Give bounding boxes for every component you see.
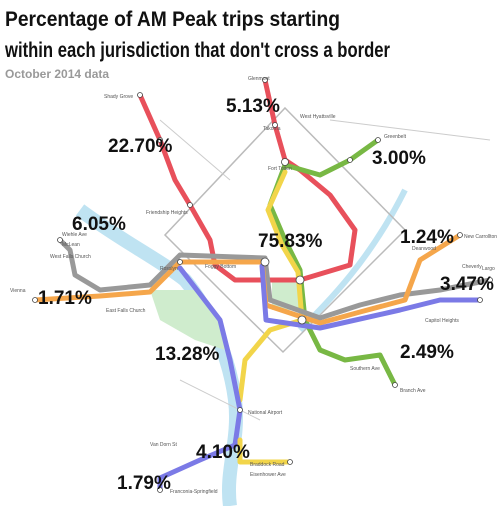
station-label: Braddock Road (250, 462, 285, 468)
station-label: West Falls Church (50, 254, 91, 260)
title: Percentage of AM Peak trips starting (5, 8, 340, 31)
percentage-label: 13.28% (155, 344, 220, 365)
percentage-label: 3.47% (440, 274, 494, 295)
percentage-label: 4.10% (196, 442, 250, 463)
percentage-label: 5.13% (226, 96, 280, 117)
station-label: Fort Totten (268, 166, 292, 172)
percentage-label: 1.71% (38, 288, 92, 309)
station-label: New Carrollton (464, 234, 497, 240)
station-label: Greenbelt (384, 134, 407, 140)
percentage-label: 6.05% (72, 214, 126, 235)
station-label: West Hyattsville (300, 114, 336, 120)
station-label: Friendship Heights (146, 210, 188, 216)
park (150, 290, 225, 350)
station-label: East Falls Church (106, 308, 146, 314)
station-label: Southern Ave (350, 366, 380, 372)
dc-border (163, 106, 407, 354)
station-label: Rosslyn (160, 266, 178, 272)
percentage-label: 75.83% (258, 231, 323, 252)
blue-line (259, 263, 483, 331)
percentage-label: 3.00% (372, 148, 426, 169)
stations (32, 77, 493, 493)
station-label: Franconia-Springfield (170, 489, 218, 495)
station-label: Vienna (10, 288, 26, 294)
yellow-line (237, 437, 293, 465)
blue-line (157, 265, 243, 493)
station-label: McLean (62, 242, 80, 248)
station-label: Largo (482, 266, 495, 272)
station-label: Shady Grove (104, 94, 133, 100)
station-label: Takoma (263, 126, 281, 132)
subtitle: October 2014 data (5, 67, 109, 81)
station-label: Glenmont (248, 76, 270, 82)
station-label: Foggy Bottom (205, 264, 236, 270)
station-label: Wiehle Ave (62, 232, 87, 238)
title: within each jurisdiction that don't cros… (4, 39, 390, 62)
station-label: Eisenhower Ave (250, 472, 286, 478)
green-line (267, 137, 398, 388)
station-label: Branch Ave (400, 388, 426, 394)
station-label: Deanwood (412, 246, 436, 252)
percentage-label: 22.70% (108, 136, 173, 157)
station-label: National Airport (248, 410, 283, 416)
percentage-label: 1.24% (400, 227, 454, 248)
station-label: Capitol Heights (425, 318, 459, 324)
percentage-label: 2.49% (400, 342, 454, 363)
jurisdiction-border (159, 119, 491, 421)
yellow-line (237, 169, 305, 403)
percentage-label: 1.79% (117, 473, 171, 494)
station-label: Van Dorn St (150, 442, 177, 448)
station-label: Cheverly (462, 264, 482, 270)
